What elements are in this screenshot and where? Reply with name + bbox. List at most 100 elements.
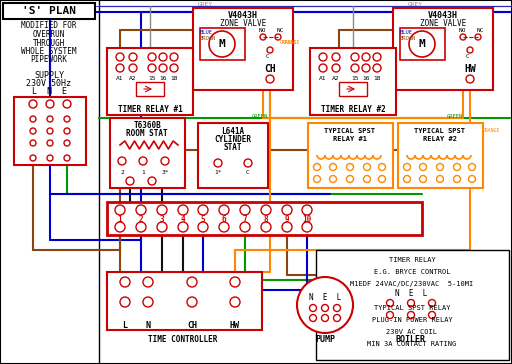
Text: L641A: L641A bbox=[221, 127, 245, 135]
Text: BLUE: BLUE bbox=[399, 31, 413, 36]
Circle shape bbox=[387, 312, 394, 318]
Circle shape bbox=[408, 312, 415, 318]
Circle shape bbox=[240, 205, 250, 215]
Text: 15: 15 bbox=[351, 75, 359, 80]
Circle shape bbox=[178, 222, 188, 232]
Text: CYLINDER: CYLINDER bbox=[215, 135, 251, 143]
Text: TIMER RELAY #2: TIMER RELAY #2 bbox=[321, 106, 386, 115]
Text: T6360B: T6360B bbox=[133, 122, 161, 131]
Text: 16: 16 bbox=[362, 75, 370, 80]
Circle shape bbox=[378, 175, 386, 182]
Circle shape bbox=[261, 205, 271, 215]
Text: ORANGE: ORANGE bbox=[482, 127, 500, 132]
Bar bbox=[375, 278, 447, 328]
Circle shape bbox=[466, 75, 474, 83]
Text: 1: 1 bbox=[118, 214, 122, 223]
Circle shape bbox=[437, 163, 443, 170]
Text: L  N  E: L N E bbox=[32, 87, 67, 96]
Text: E.G. BRYCE CONTROL: E.G. BRYCE CONTROL bbox=[374, 269, 450, 275]
Circle shape bbox=[219, 222, 229, 232]
Text: GREEN: GREEN bbox=[252, 114, 268, 119]
Circle shape bbox=[118, 157, 126, 165]
Bar bbox=[198, 123, 268, 188]
Text: HW: HW bbox=[464, 64, 476, 74]
Circle shape bbox=[419, 163, 426, 170]
Circle shape bbox=[347, 175, 353, 182]
Circle shape bbox=[468, 175, 476, 182]
Circle shape bbox=[115, 205, 125, 215]
Circle shape bbox=[409, 31, 435, 57]
Text: 6: 6 bbox=[222, 214, 226, 223]
Text: 9: 9 bbox=[285, 214, 289, 223]
Text: GREY: GREY bbox=[408, 1, 422, 7]
Circle shape bbox=[129, 53, 137, 61]
Circle shape bbox=[282, 205, 292, 215]
Circle shape bbox=[30, 155, 36, 161]
Circle shape bbox=[347, 163, 353, 170]
Text: TYPICAL SPST: TYPICAL SPST bbox=[415, 128, 465, 134]
Circle shape bbox=[313, 163, 321, 170]
Text: 7: 7 bbox=[243, 214, 247, 223]
Circle shape bbox=[170, 64, 178, 72]
Bar bbox=[398, 123, 483, 188]
Text: C: C bbox=[266, 55, 270, 59]
Circle shape bbox=[120, 277, 130, 287]
Bar bbox=[107, 48, 193, 115]
Circle shape bbox=[351, 64, 359, 72]
Circle shape bbox=[214, 159, 222, 167]
Circle shape bbox=[309, 314, 316, 321]
Circle shape bbox=[330, 163, 336, 170]
Circle shape bbox=[157, 222, 167, 232]
Circle shape bbox=[148, 53, 156, 61]
Circle shape bbox=[161, 157, 169, 165]
Circle shape bbox=[209, 31, 235, 57]
Text: BROWN: BROWN bbox=[400, 36, 416, 41]
Circle shape bbox=[468, 163, 476, 170]
Text: GREY: GREY bbox=[198, 1, 212, 7]
Circle shape bbox=[170, 53, 178, 61]
Text: MIN 3A CONTACT RATING: MIN 3A CONTACT RATING bbox=[368, 341, 457, 347]
Circle shape bbox=[364, 175, 371, 182]
Circle shape bbox=[309, 305, 316, 312]
Text: CH: CH bbox=[264, 64, 276, 74]
Text: RELAY #1: RELAY #1 bbox=[333, 136, 367, 142]
Text: 3*: 3* bbox=[161, 170, 169, 174]
Text: 'S' PLAN: 'S' PLAN bbox=[22, 6, 76, 16]
Text: PIPEWORK: PIPEWORK bbox=[31, 55, 68, 64]
Circle shape bbox=[373, 53, 381, 61]
Circle shape bbox=[364, 163, 371, 170]
Circle shape bbox=[47, 128, 53, 134]
Circle shape bbox=[47, 116, 53, 122]
Circle shape bbox=[282, 222, 292, 232]
Circle shape bbox=[387, 300, 394, 306]
Text: 230V AC COIL: 230V AC COIL bbox=[387, 329, 437, 335]
Text: SUPPLY: SUPPLY bbox=[34, 71, 64, 80]
Circle shape bbox=[240, 222, 250, 232]
Text: C: C bbox=[246, 170, 250, 175]
Circle shape bbox=[373, 64, 381, 72]
Text: A1: A1 bbox=[319, 75, 327, 80]
Text: ORANGE: ORANGE bbox=[280, 40, 296, 46]
Circle shape bbox=[333, 314, 340, 321]
Circle shape bbox=[30, 116, 36, 122]
Circle shape bbox=[454, 163, 460, 170]
Circle shape bbox=[178, 205, 188, 215]
Text: BLUE: BLUE bbox=[200, 31, 212, 36]
Bar bbox=[136, 82, 164, 96]
Text: M1EDF 24VAC/DC/230VAC  5-10MI: M1EDF 24VAC/DC/230VAC 5-10MI bbox=[350, 281, 474, 287]
Text: 18: 18 bbox=[373, 75, 381, 80]
Text: N  E  L: N E L bbox=[395, 289, 427, 298]
Circle shape bbox=[297, 277, 353, 333]
Circle shape bbox=[187, 277, 197, 287]
Text: A2: A2 bbox=[129, 75, 137, 80]
Circle shape bbox=[419, 175, 426, 182]
Bar bbox=[200, 28, 245, 60]
Circle shape bbox=[322, 314, 329, 321]
Bar bbox=[107, 272, 262, 330]
Text: ORANGE: ORANGE bbox=[283, 40, 300, 46]
Text: 4: 4 bbox=[181, 214, 185, 223]
Bar bbox=[110, 118, 185, 188]
Text: 18: 18 bbox=[170, 75, 178, 80]
Circle shape bbox=[143, 277, 153, 287]
Text: V4043H: V4043H bbox=[228, 12, 258, 20]
